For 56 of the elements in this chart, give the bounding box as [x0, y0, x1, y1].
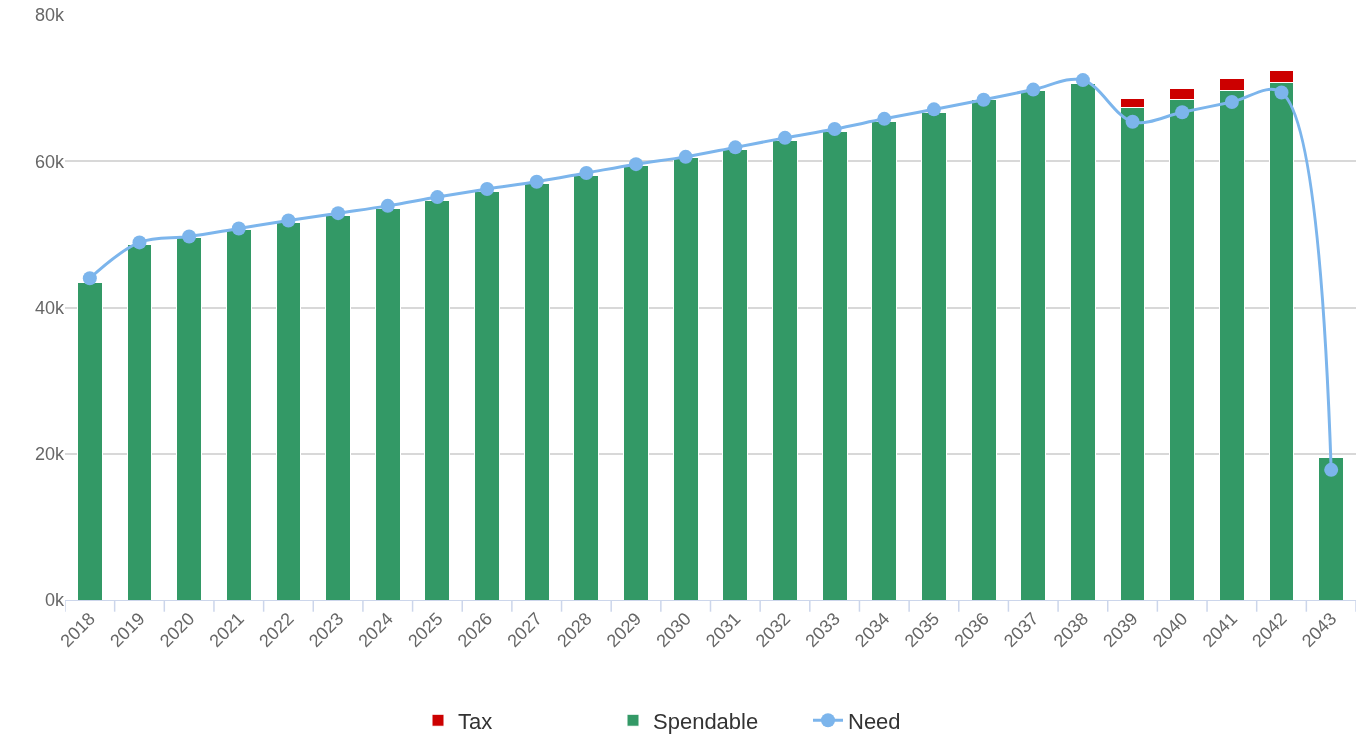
- bar: [871, 121, 898, 600]
- point: [231, 221, 246, 236]
- point: [926, 102, 941, 117]
- point: [1125, 114, 1140, 129]
- point: [380, 198, 395, 213]
- point: [579, 165, 594, 180]
- y-tick-label: 80k: [34, 5, 65, 26]
- bar: [76, 282, 103, 600]
- point: [1175, 105, 1190, 120]
- point: [678, 149, 693, 164]
- point: [976, 92, 991, 107]
- point: [281, 213, 296, 228]
- point: [430, 190, 445, 205]
- bar: [275, 222, 302, 600]
- point: [331, 206, 346, 221]
- bar: [474, 191, 500, 600]
- bar: [374, 207, 401, 600]
- y-tick-label: 20k: [34, 444, 65, 465]
- bar: [126, 244, 153, 600]
- bar: [921, 111, 947, 600]
- y-tick-label: 0k: [44, 590, 65, 611]
- bar: [424, 200, 451, 600]
- point: [1026, 82, 1041, 97]
- point: [827, 122, 842, 137]
- bar: [225, 229, 252, 600]
- y-tick-label: 40k: [34, 297, 65, 318]
- point: [1324, 462, 1339, 477]
- bar: [325, 214, 352, 600]
- y-tick-label: 60k: [34, 151, 65, 172]
- point: [629, 157, 644, 172]
- bar: [623, 165, 649, 600]
- point: [877, 111, 892, 126]
- point: [132, 235, 147, 250]
- point: [1274, 85, 1289, 100]
- bar: [1318, 456, 1345, 600]
- point: [182, 229, 197, 244]
- legend-label: Spendable: [653, 708, 759, 734]
- point: [1075, 73, 1090, 88]
- point: [480, 182, 495, 197]
- bar: [970, 99, 997, 600]
- point: [529, 174, 544, 189]
- point: [728, 140, 743, 155]
- point: [82, 271, 97, 286]
- bar: [176, 236, 203, 600]
- bar: [573, 174, 600, 600]
- point: [1224, 95, 1239, 110]
- bar: [523, 183, 550, 600]
- legend-label: Tax: [458, 708, 493, 734]
- bar: [1020, 89, 1047, 600]
- bar: [772, 140, 798, 600]
- bar: [821, 130, 848, 600]
- legend-label: Need: [848, 708, 901, 734]
- bar: [1069, 82, 1096, 600]
- bar: [672, 157, 699, 600]
- bar: [722, 149, 749, 600]
- point: [777, 130, 792, 145]
